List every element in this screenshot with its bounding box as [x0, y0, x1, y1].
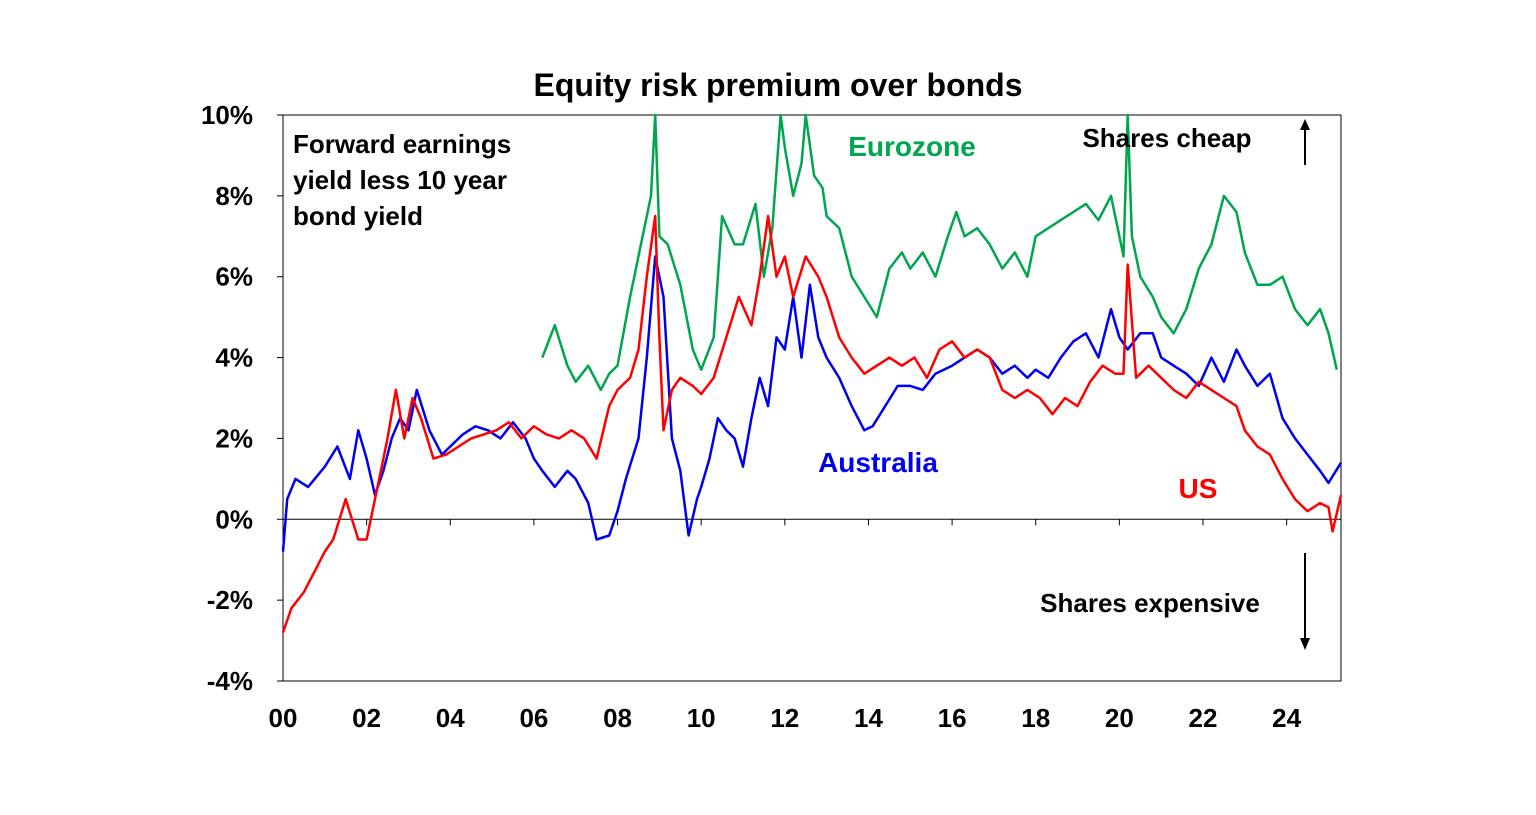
plot-area [282, 114, 1342, 682]
x-axis: 00 02 04 06 08 10 12 14 16 18 20 22 24 [269, 518, 1341, 733]
chart-title: Equity risk premium over bonds [534, 67, 1023, 103]
subtitle-line-3: bond yield [293, 201, 423, 231]
y-tick-label: 2% [215, 423, 253, 453]
subtitle-annotation: Forward earnings yield less 10 year bond… [293, 129, 511, 231]
series-group [281, 113, 1343, 633]
x-tick-label: 22 [1189, 703, 1218, 733]
x-tick-label: 02 [352, 703, 381, 733]
series-line-us [281, 214, 1343, 633]
x-tick-label: 20 [1105, 703, 1134, 733]
series-line-eurozone [541, 113, 1339, 392]
y-tick-label: 6% [215, 262, 253, 292]
shares-cheap-label: Shares cheap [1082, 123, 1251, 153]
y-tick-label: 4% [215, 343, 253, 373]
x-tick-label: 18 [1021, 703, 1050, 733]
x-tick-label: 24 [1272, 703, 1301, 733]
x-tick-label: 10 [687, 703, 716, 733]
series-label-eurozone: Eurozone [848, 131, 976, 162]
y-axis: 10% 8% 6% 4% 2% 0% -2% -4% [201, 100, 283, 696]
subtitle-line-1: Forward earnings [293, 129, 511, 159]
y-tick-label: 0% [215, 504, 253, 534]
series-line-australia [281, 255, 1343, 552]
y-tick-label: 10% [201, 100, 253, 130]
down-arrow-icon [1300, 553, 1310, 650]
up-arrow-icon [1300, 119, 1310, 165]
shares-expensive-label: Shares expensive [1040, 588, 1260, 618]
x-tick-label: 12 [770, 703, 799, 733]
series-label-us: US [1179, 473, 1218, 504]
y-tick-label: -4% [207, 666, 253, 696]
subtitle-line-2: yield less 10 year [293, 165, 507, 195]
x-tick-label: 04 [436, 703, 465, 733]
series-label-australia: Australia [818, 447, 938, 478]
x-tick-label: 16 [938, 703, 967, 733]
x-tick-label: 00 [269, 703, 298, 733]
x-tick-label: 08 [603, 703, 632, 733]
y-tick-label: 8% [215, 181, 253, 211]
x-tick-label: 14 [854, 703, 883, 733]
y-tick-label: -2% [207, 585, 253, 615]
x-tick-label: 06 [519, 703, 548, 733]
